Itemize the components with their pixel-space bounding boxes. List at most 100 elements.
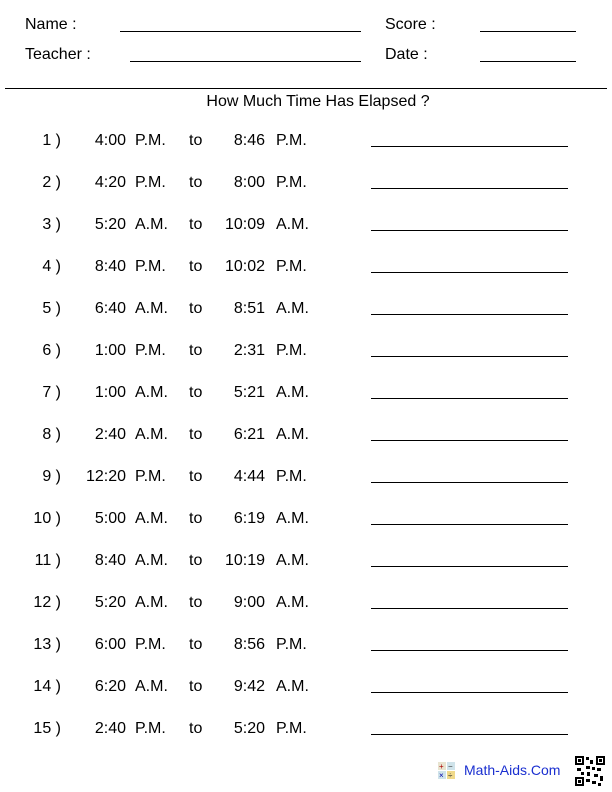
end-time: 10:19 bbox=[224, 552, 265, 569]
end-time: 5:20 bbox=[233, 720, 265, 737]
end-time: 6:21 bbox=[233, 426, 265, 443]
teacher-field[interactable] bbox=[130, 61, 361, 62]
problem-number: 3 ) bbox=[42, 216, 61, 233]
to-connector: to bbox=[189, 132, 203, 149]
to-connector: to bbox=[189, 216, 203, 233]
svg-text:×: × bbox=[439, 771, 444, 780]
to-connector: to bbox=[189, 510, 203, 527]
start-time: 6:20 bbox=[94, 678, 126, 695]
to-connector: to bbox=[189, 174, 203, 191]
to-connector: to bbox=[189, 384, 203, 401]
answer-line[interactable] bbox=[371, 524, 568, 525]
answer-line[interactable] bbox=[371, 398, 568, 399]
answer-line[interactable] bbox=[371, 146, 568, 147]
start-time: 8:40 bbox=[94, 552, 126, 569]
start-period: P.M. bbox=[135, 468, 166, 485]
problem-number: 1 ) bbox=[42, 132, 61, 149]
end-period: P.M. bbox=[276, 720, 307, 737]
problem-row: 14 ) 6:20 A.M. to 9:42 A.M. bbox=[0, 677, 612, 697]
end-time: 9:00 bbox=[233, 594, 265, 611]
problem-number: 13 ) bbox=[33, 636, 61, 653]
name-label: Name : bbox=[25, 16, 77, 33]
answer-line[interactable] bbox=[371, 440, 568, 441]
to-connector: to bbox=[189, 720, 203, 737]
date-field[interactable] bbox=[480, 61, 576, 62]
problem-row: 5 ) 6:40 A.M. to 8:51 A.M. bbox=[0, 299, 612, 319]
start-time: 2:40 bbox=[94, 720, 126, 737]
end-period: P.M. bbox=[276, 132, 307, 149]
end-time: 6:19 bbox=[233, 510, 265, 527]
problem-row: 6 ) 1:00 P.M. to 2:31 P.M. bbox=[0, 341, 612, 361]
answer-line[interactable] bbox=[371, 482, 568, 483]
answer-line[interactable] bbox=[371, 230, 568, 231]
start-period: P.M. bbox=[135, 174, 166, 191]
start-period: A.M. bbox=[135, 300, 168, 317]
start-period: A.M. bbox=[135, 594, 168, 611]
start-time: 6:00 bbox=[94, 636, 126, 653]
name-field[interactable] bbox=[120, 31, 361, 32]
answer-line[interactable] bbox=[371, 314, 568, 315]
start-time: 1:00 bbox=[94, 384, 126, 401]
end-time: 8:51 bbox=[233, 300, 265, 317]
end-period: P.M. bbox=[276, 174, 307, 191]
start-time: 1:00 bbox=[94, 342, 126, 359]
calculator-logo-icon: + − × ÷ bbox=[438, 762, 456, 780]
start-time: 5:20 bbox=[94, 594, 126, 611]
answer-line[interactable] bbox=[371, 608, 568, 609]
answer-line[interactable] bbox=[371, 188, 568, 189]
problem-row: 7 ) 1:00 A.M. to 5:21 A.M. bbox=[0, 383, 612, 403]
start-time: 2:40 bbox=[94, 426, 126, 443]
to-connector: to bbox=[189, 300, 203, 317]
start-period: P.M. bbox=[135, 720, 166, 737]
to-connector: to bbox=[189, 468, 203, 485]
answer-line[interactable] bbox=[371, 734, 568, 735]
to-connector: to bbox=[189, 678, 203, 695]
answer-line[interactable] bbox=[371, 566, 568, 567]
end-period: A.M. bbox=[276, 216, 309, 233]
end-time: 8:00 bbox=[233, 174, 265, 191]
answer-line[interactable] bbox=[371, 692, 568, 693]
to-connector: to bbox=[189, 426, 203, 443]
end-period: A.M. bbox=[276, 300, 309, 317]
to-connector: to bbox=[189, 594, 203, 611]
answer-line[interactable] bbox=[371, 272, 568, 273]
problem-row: 4 ) 8:40 P.M. to 10:02 P.M. bbox=[0, 257, 612, 277]
problem-number: 4 ) bbox=[42, 258, 61, 275]
qr-code-icon bbox=[575, 756, 605, 786]
to-connector: to bbox=[189, 342, 203, 359]
problem-number: 2 ) bbox=[42, 174, 61, 191]
start-time: 5:20 bbox=[94, 216, 126, 233]
start-period: A.M. bbox=[135, 678, 168, 695]
end-period: A.M. bbox=[276, 384, 309, 401]
problem-number: 11 ) bbox=[34, 552, 61, 569]
problem-number: 15 ) bbox=[33, 720, 61, 737]
start-period: P.M. bbox=[135, 132, 166, 149]
start-time: 6:40 bbox=[94, 300, 126, 317]
to-connector: to bbox=[189, 636, 203, 653]
score-field[interactable] bbox=[480, 31, 576, 32]
problem-row: 12 ) 5:20 A.M. to 9:00 A.M. bbox=[0, 593, 612, 613]
start-time: 5:00 bbox=[94, 510, 126, 527]
start-period: A.M. bbox=[135, 216, 168, 233]
worksheet-title: How Much Time Has Elapsed ? bbox=[206, 93, 430, 110]
header-divider bbox=[5, 88, 607, 89]
brand-logo-text: Math-Aids.Com bbox=[464, 762, 561, 778]
end-time: 10:02 bbox=[224, 258, 265, 275]
problem-row: 11 ) 8:40 A.M. to 10:19 A.M. bbox=[0, 551, 612, 571]
end-period: A.M. bbox=[276, 678, 309, 695]
start-time: 12:20 bbox=[85, 468, 126, 485]
problem-row: 9 ) 12:20 P.M. to 4:44 P.M. bbox=[0, 467, 612, 487]
problem-row: 10 ) 5:00 A.M. to 6:19 A.M. bbox=[0, 509, 612, 529]
end-period: A.M. bbox=[276, 510, 309, 527]
end-period: A.M. bbox=[276, 552, 309, 569]
problem-number: 14 ) bbox=[33, 678, 61, 695]
answer-line[interactable] bbox=[371, 650, 568, 651]
start-period: A.M. bbox=[135, 510, 168, 527]
to-connector: to bbox=[189, 258, 203, 275]
end-time: 8:56 bbox=[233, 636, 265, 653]
problem-row: 2 ) 4:20 P.M. to 8:00 P.M. bbox=[0, 173, 612, 193]
teacher-label: Teacher : bbox=[25, 46, 91, 63]
end-period: A.M. bbox=[276, 426, 309, 443]
date-label: Date : bbox=[385, 46, 428, 63]
answer-line[interactable] bbox=[371, 356, 568, 357]
